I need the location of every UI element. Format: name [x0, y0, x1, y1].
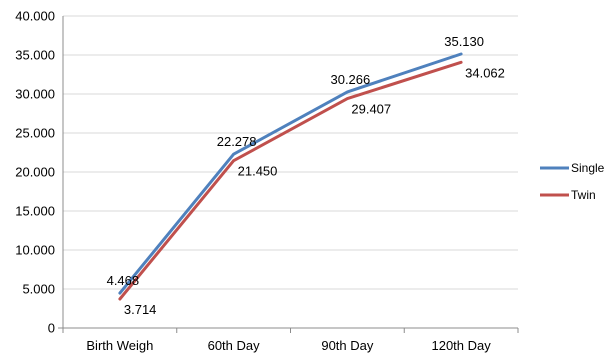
data-label-twin: 34.062: [465, 65, 505, 80]
y-tick-label: 40.000: [15, 9, 55, 24]
data-labels: 4.468 22.278 30.266 35.130 3.714 21.450 29.407…: [107, 34, 505, 317]
data-label-single: 4.468: [107, 273, 140, 288]
series-line-twin: [118, 60, 463, 301]
y-tick-label: 30.000: [15, 87, 55, 102]
data-label-single: 30.266: [330, 72, 370, 87]
axes: 0 5.000 10.000 15.000 20.000 25.000 30.000 35.0…: [15, 9, 519, 353]
data-label-twin: 3.714: [124, 302, 157, 317]
y-tick-label: 5.000: [22, 282, 55, 297]
data-label-single: 22.278: [217, 134, 257, 149]
x-tick-label: 60th Day: [208, 338, 261, 353]
x-tick-label: 120th Day: [431, 338, 491, 353]
legend: Single Twin: [540, 161, 604, 202]
x-tick-label: Birth Weigh: [86, 338, 153, 353]
y-tick-label: 10.000: [15, 243, 55, 258]
data-label-single: 35.130: [444, 34, 484, 49]
y-tick-label: 15.000: [15, 204, 55, 219]
y-tick-label: 35.000: [15, 48, 55, 63]
series-line-single: [118, 52, 463, 295]
series-lines: [118, 52, 463, 301]
legend-label-twin: Twin: [571, 188, 596, 202]
x-tick-label: 90th Day: [321, 338, 374, 353]
legend-label-single: Single: [571, 161, 604, 175]
data-label-twin: 29.407: [351, 102, 391, 117]
gridlines: [63, 15, 518, 290]
y-tick-label: 25.000: [15, 126, 55, 141]
data-label-twin: 21.450: [238, 164, 278, 179]
y-tick-label: 20.000: [15, 165, 55, 180]
y-tick-label: 0: [48, 321, 55, 336]
